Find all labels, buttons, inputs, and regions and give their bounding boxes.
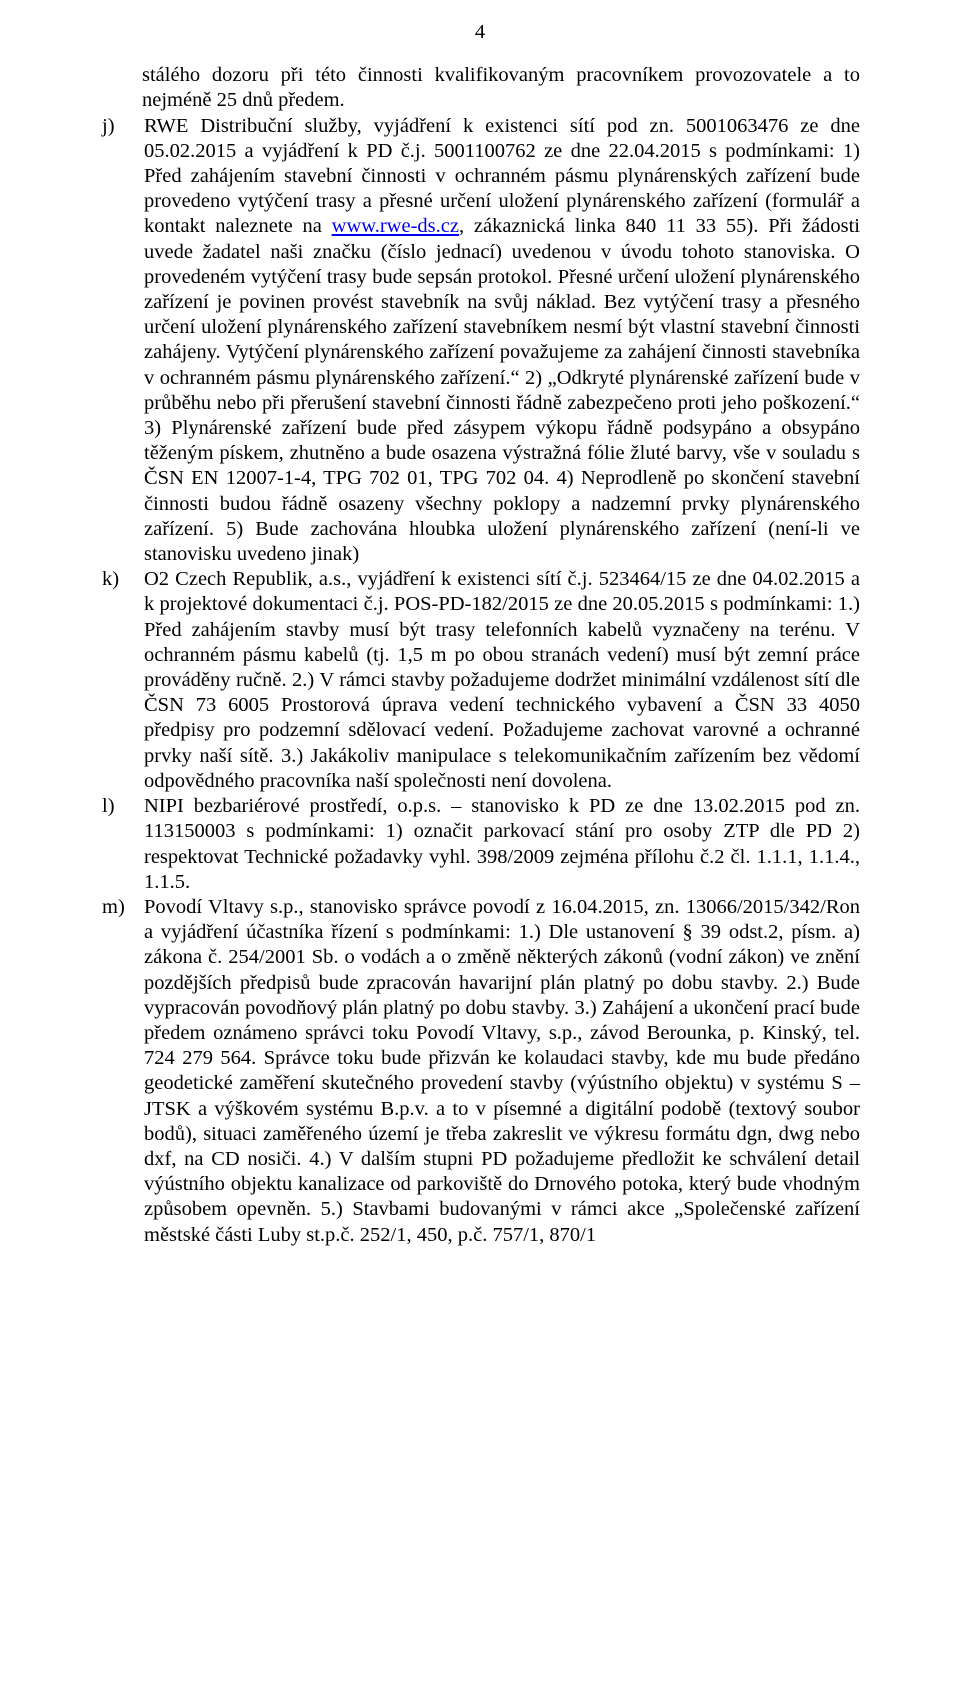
list-item-marker: j) (100, 114, 144, 139)
list-item-marker: m) (100, 895, 144, 920)
list-item-body: NIPI bezbariérové prostředí, o.p.s. – st… (144, 794, 860, 895)
list-item-marker: l) (100, 794, 144, 819)
list-item: m)Povodí Vltavy s.p., stanovisko správce… (100, 895, 860, 1248)
list-item-body: Povodí Vltavy s.p., stanovisko správce p… (144, 895, 860, 1248)
list-item: l)NIPI bezbariérové prostředí, o.p.s. – … (100, 794, 860, 895)
list-item-continuation: stálého dozoru při této činnosti kvalifi… (100, 63, 860, 113)
list-item-body: O2 Czech Republik, a.s., vyjádření k exi… (144, 567, 860, 794)
page-content: stálého dozoru při této činnosti kvalifi… (100, 63, 860, 1248)
list-item-marker: k) (100, 567, 144, 592)
list-item: k)O2 Czech Republik, a.s., vyjádření k e… (100, 567, 860, 794)
page-number: 4 (100, 20, 860, 45)
document-page: 4 stálého dozoru při této činnosti kvali… (0, 0, 960, 1683)
list-item: j)RWE Distribuční služby, vyjádření k ex… (100, 114, 860, 568)
list-item-body: RWE Distribuční služby, vyjádření k exis… (144, 114, 860, 568)
list-item-text: , zákaznická linka 840 11 33 55). Při žá… (144, 215, 860, 565)
external-link[interactable]: www.rwe-ds.cz (332, 215, 459, 237)
